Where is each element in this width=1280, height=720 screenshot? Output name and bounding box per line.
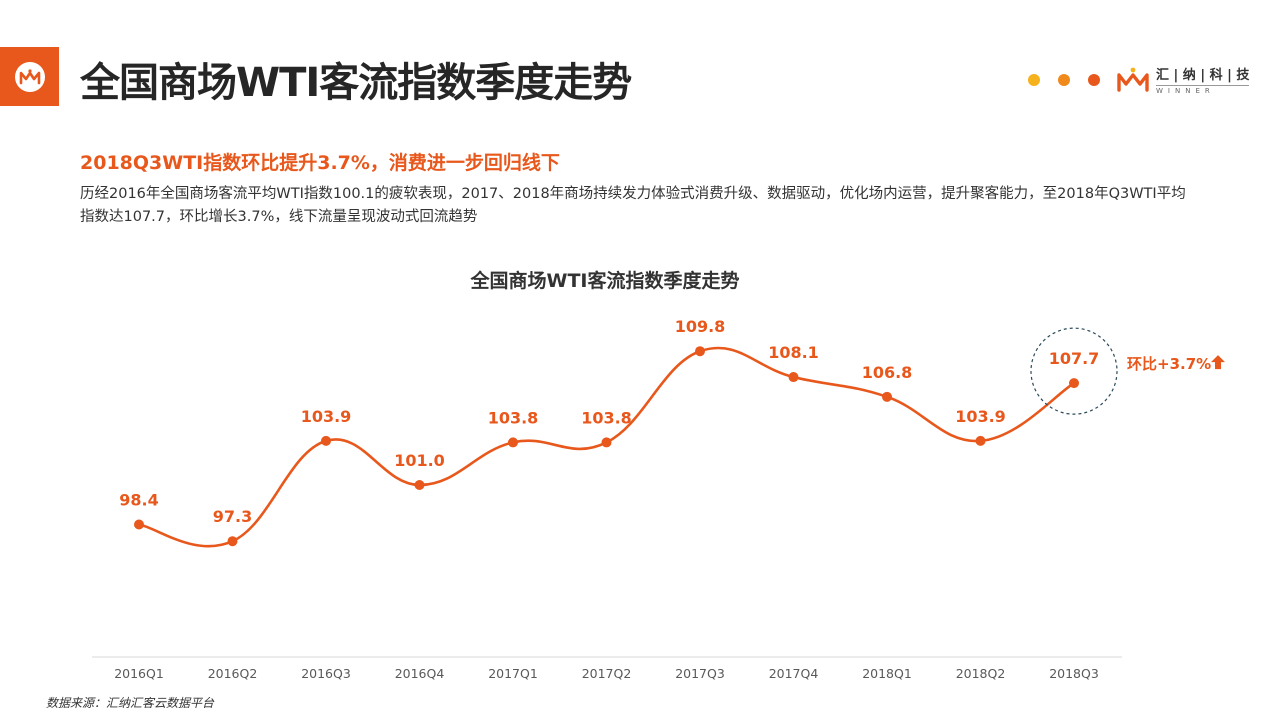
data-source-note: 数据来源：汇纳汇客云数据平台 xyxy=(46,696,215,710)
data-point-2016Q4 xyxy=(414,479,425,490)
x-tick-label-2018Q2: 2018Q2 xyxy=(956,666,1006,681)
data-point-2017Q1 xyxy=(508,437,518,448)
section-description: 历经2016年全国商场客流平均WTI指数100.1的疲软表现，2017、2018… xyxy=(80,186,1186,225)
x-tick-label-2016Q1: 2016Q1 xyxy=(114,666,164,681)
brand-logo-box xyxy=(0,47,59,106)
data-point-2018Q3 xyxy=(1069,378,1079,389)
dot-yellow xyxy=(1028,74,1040,86)
x-tick-label-2016Q2: 2016Q2 xyxy=(208,666,258,681)
series-line xyxy=(138,346,1075,548)
chart-title: 全国商场WTI客流指数季度走势 xyxy=(470,270,740,292)
page-title: 全国商场WTI客流指数季度走势 xyxy=(80,60,632,106)
x-tick-label-2017Q2: 2017Q2 xyxy=(582,666,632,681)
data-label-2017Q1: 103.8 xyxy=(488,408,539,427)
data-point-2017Q2 xyxy=(601,437,612,448)
data-point-2017Q3 xyxy=(695,346,705,357)
data-label-2017Q2: 103.8 xyxy=(581,408,632,427)
annotation-circle xyxy=(1030,327,1118,415)
x-tick-label-2017Q1: 2017Q1 xyxy=(488,666,538,681)
data-point-2018Q1 xyxy=(882,391,892,402)
data-label-2016Q1: 98.4 xyxy=(119,491,158,510)
data-label-2016Q3: 103.9 xyxy=(301,407,352,426)
section-subtitle: 2018Q3WTI指数环比提升3.7%，消费进一步回归线下 xyxy=(80,152,560,174)
x-tick-label-2016Q4: 2016Q4 xyxy=(395,666,445,681)
brand-mark: 汇 | 纳 | 科 | 技 WINNER xyxy=(1116,64,1250,95)
data-point-2017Q4 xyxy=(788,372,799,383)
data-label-2017Q3: 109.8 xyxy=(675,317,726,336)
x-tick-label-2018Q1: 2018Q1 xyxy=(862,666,912,681)
data-point-2016Q1 xyxy=(134,519,144,530)
x-tick-label-2018Q3: 2018Q3 xyxy=(1049,666,1099,681)
decorative-dots xyxy=(1028,74,1100,86)
brand-name-en: WINNER xyxy=(1156,85,1250,95)
brand-mark-icon xyxy=(1117,67,1149,92)
dot-red xyxy=(1088,74,1100,86)
data-point-2016Q3 xyxy=(321,435,331,446)
data-label-2017Q4: 108.1 xyxy=(768,343,819,362)
brand-logo-icon xyxy=(14,61,45,92)
data-label-2016Q2: 97.3 xyxy=(213,507,252,526)
x-tick-label-2017Q3: 2017Q3 xyxy=(675,666,725,681)
data-point-2016Q2 xyxy=(227,536,238,547)
brand-name-cn: 汇 | 纳 | 科 | 技 xyxy=(1156,68,1250,83)
x-tick-label-2016Q3: 2016Q3 xyxy=(301,666,351,681)
x-tick-label-2017Q4: 2017Q4 xyxy=(769,666,819,681)
data-point-2018Q2 xyxy=(975,435,986,446)
data-label-2018Q3: 107.7 xyxy=(1049,349,1100,368)
data-label-2018Q2: 103.9 xyxy=(955,407,1006,426)
up-arrow-icon xyxy=(1211,355,1225,370)
data-label-2016Q4: 101.0 xyxy=(394,451,445,470)
dot-orange xyxy=(1058,74,1070,86)
annotation-text: 环比+3.7% xyxy=(1127,355,1211,373)
data-label-2018Q1: 106.8 xyxy=(862,363,913,382)
